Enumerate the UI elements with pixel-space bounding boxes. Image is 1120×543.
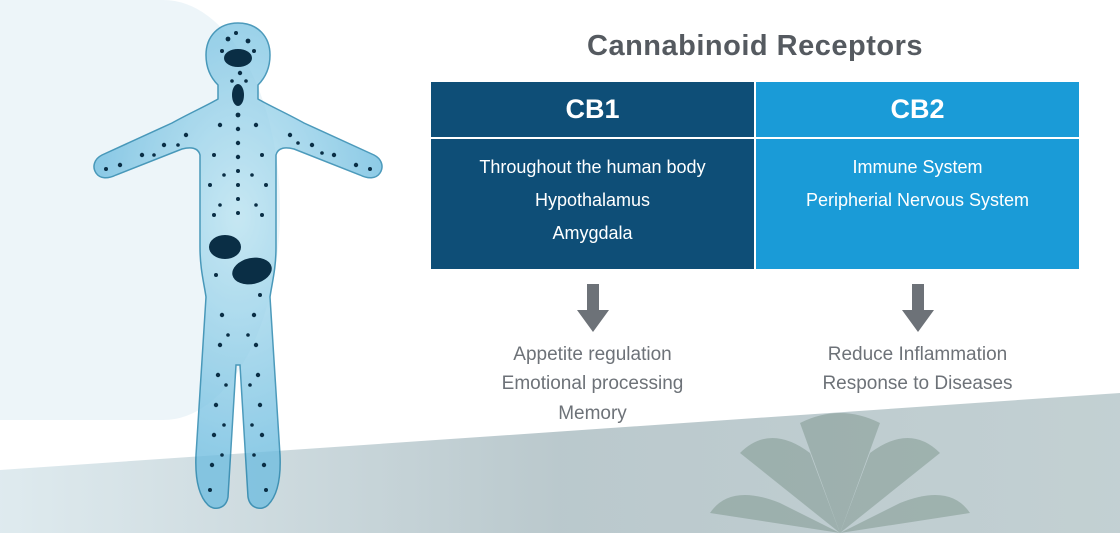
cb1-location-item: Amygdala [441, 223, 744, 244]
cb2-effect-item: Response to Diseases [755, 369, 1080, 398]
human-body-figure [90, 15, 385, 515]
receptor-table: CB1 Throughout the human body Hypothalam… [430, 81, 1080, 270]
effects-row: Appetite regulation Emotional processing… [430, 340, 1080, 428]
arrow-cell-cb2 [755, 284, 1080, 332]
cb1-effect-item: Appetite regulation [430, 340, 755, 369]
column-cb2: CB2 Immune System Peripherial Nervous Sy… [755, 81, 1080, 270]
cb1-effect-item: Memory [430, 399, 755, 428]
cb2-location-item: Immune System [766, 157, 1069, 178]
receptor-panel: Cannabinoid Receptors CB1 Throughout the… [430, 30, 1080, 428]
cb2-effects: Reduce Inflammation Response to Diseases [755, 340, 1080, 428]
column-cb1: CB1 Throughout the human body Hypothalam… [430, 81, 755, 270]
cb2-body: Immune System Peripherial Nervous System [755, 138, 1080, 270]
arrow-down-icon [902, 284, 934, 332]
cb1-location-item: Throughout the human body [441, 157, 744, 178]
infographic-title: Cannabinoid Receptors [430, 30, 1080, 63]
infographic-container: Cannabinoid Receptors CB1 Throughout the… [0, 0, 1120, 533]
cb1-location-item: Hypothalamus [441, 190, 744, 211]
arrow-row [430, 284, 1080, 332]
arrow-down-icon [577, 284, 609, 332]
cb1-effect-item: Emotional processing [430, 369, 755, 398]
cb1-body: Throughout the human body Hypothalamus A… [430, 138, 755, 270]
cb1-header: CB1 [430, 81, 755, 138]
arrow-cell-cb1 [430, 284, 755, 332]
cb2-location-item: Peripherial Nervous System [766, 190, 1069, 211]
cb2-effect-item: Reduce Inflammation [755, 340, 1080, 369]
cb1-effects: Appetite regulation Emotional processing… [430, 340, 755, 428]
cb2-header: CB2 [755, 81, 1080, 138]
